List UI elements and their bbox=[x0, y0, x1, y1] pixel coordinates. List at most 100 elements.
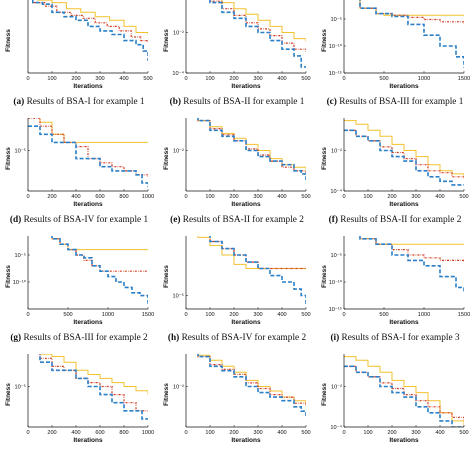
x-tick-label: 300 bbox=[411, 430, 420, 436]
chart-svg: 0 500 1000 1500 10⁻⁵ 10⁻¹⁰ Iterations Fitness bbox=[5, 236, 154, 326]
series-line-2 bbox=[32, 0, 148, 44]
x-tick-label: 1500 bbox=[458, 312, 470, 318]
series-line-1 bbox=[359, 0, 464, 68]
series-line-1 bbox=[197, 118, 306, 182]
x-tick-label: 100 bbox=[205, 312, 214, 318]
y-axis-label: Fitness bbox=[163, 147, 170, 170]
panel-caption: (a) Results of BSA-I for example 1 bbox=[0, 97, 158, 108]
x-tick-label: 200 bbox=[47, 194, 56, 200]
x-axis-label: Iterations bbox=[73, 201, 103, 208]
x-tick-label: 800 bbox=[119, 194, 128, 200]
chart-svg: 0 100 200 300 400 500 10⁻² 10⁻⁴ Iterations Fitnes… bbox=[321, 118, 469, 208]
x-tick-label: 0 bbox=[184, 312, 187, 318]
panel-letter: (h) bbox=[167, 333, 180, 343]
panel-caption: (c) Results of BSA-III for example 1 bbox=[316, 97, 474, 108]
series-line-3 bbox=[344, 120, 464, 177]
chart-panel: 0 100 200 300 400 500 10⁻² 10⁻⁴ Iterations Fitnes… bbox=[158, 0, 316, 118]
x-tick-label: 300 bbox=[253, 194, 262, 200]
x-axis-label: Iterations bbox=[231, 319, 261, 326]
panel-letter: (b) bbox=[169, 97, 181, 107]
x-tick-label: 100 bbox=[363, 430, 372, 436]
chart-svg: 0 100 200 300 400 500 Iterations Fitness bbox=[5, 0, 153, 90]
x-tick-label: 1000 bbox=[418, 312, 430, 318]
y-axis-label: Fitness bbox=[5, 29, 12, 52]
x-tick-label: 200 bbox=[387, 430, 396, 436]
x-tick-label: 400 bbox=[277, 76, 286, 82]
x-tick-label: 800 bbox=[119, 430, 128, 436]
x-tick-label: 500 bbox=[459, 194, 468, 200]
x-tick-label: 200 bbox=[387, 194, 396, 200]
x-axis-label: Iterations bbox=[389, 83, 419, 90]
y-tick-label: 10⁻⁵ bbox=[331, 16, 343, 23]
y-axis-label: Fitness bbox=[5, 147, 12, 170]
x-tick-label: 0 bbox=[342, 76, 345, 82]
panel-caption: (d) Results of BSA-IV for example 1 bbox=[0, 215, 158, 226]
y-tick-label: 10⁻¹⁰ bbox=[13, 279, 27, 286]
chart-panel: 0 100 200 300 400 500 Iterations Fitness (a) Res… bbox=[0, 0, 158, 118]
y-tick-label: 10⁻² bbox=[331, 385, 342, 391]
series-line-1 bbox=[209, 0, 306, 68]
chart-panel: 0 200 400 600 800 1000 10⁻⁵ Iterations Fitness (d… bbox=[0, 118, 158, 236]
caption-text: Results of BSA-I for example 1 bbox=[24, 97, 145, 107]
x-tick-label: 200 bbox=[229, 430, 238, 436]
y-axis-label: Fitness bbox=[163, 265, 170, 288]
y-axis-label: Fitness bbox=[321, 29, 328, 52]
series-line-1 bbox=[209, 236, 306, 305]
series-line-1 bbox=[344, 129, 464, 186]
panel-caption: (f) Results of BSA-II for example 2 bbox=[316, 215, 474, 226]
x-tick-label: 400 bbox=[71, 430, 80, 436]
series-line-1 bbox=[359, 236, 464, 293]
x-tick-label: 0 bbox=[342, 194, 345, 200]
x-tick-label: 300 bbox=[253, 430, 262, 436]
series-line-1 bbox=[197, 354, 306, 418]
series-line-3 bbox=[37, 0, 148, 35]
y-axis-label: Fitness bbox=[5, 265, 12, 288]
chart-panel: 0 100 200 300 400 500 10⁻² 10⁻⁴ Iterations Fitnes… bbox=[316, 118, 474, 236]
x-tick-label: 400 bbox=[435, 430, 444, 436]
series-line-1 bbox=[28, 125, 148, 188]
caption-text: Results of BSA-III for example 1 bbox=[336, 97, 464, 107]
chart-panel: 0 100 200 300 400 500 10⁻² 10⁻⁴ Iterations Fitnes… bbox=[316, 354, 474, 472]
chart-svg: 0 100 200 300 400 500 10⁻² Iterations Fitness bbox=[163, 118, 311, 208]
chart-svg: 0 100 200 300 400 500 10⁻² Iterations Fitness bbox=[163, 354, 311, 444]
y-tick-label: 10⁻⁵ bbox=[173, 293, 185, 300]
x-axis-label: Iterations bbox=[231, 437, 261, 444]
y-tick-label: 10⁻⁵ bbox=[15, 148, 27, 155]
x-axis-label: Iterations bbox=[73, 83, 103, 90]
panel-caption: (h) Results of BSA-IV for example 2 bbox=[158, 333, 316, 344]
panel-caption: (e) Results of BSA-II for example 2 bbox=[158, 215, 316, 226]
x-tick-label: 500 bbox=[301, 194, 310, 200]
panel-letter: (c) bbox=[326, 97, 337, 107]
panel-letter: (i) bbox=[330, 333, 340, 343]
y-axis-label: Fitness bbox=[163, 29, 170, 52]
x-axis-label: Iterations bbox=[73, 437, 103, 444]
x-tick-label: 0 bbox=[184, 76, 187, 82]
x-tick-label: 300 bbox=[253, 312, 262, 318]
series-line-3 bbox=[39, 354, 148, 395]
chart-svg: 0 100 200 300 400 500 10⁻² 10⁻⁴ Iterations Fitnes… bbox=[163, 0, 311, 90]
x-axis-label: Iterations bbox=[389, 201, 419, 208]
x-tick-label: 500 bbox=[143, 76, 152, 82]
series-line-3 bbox=[39, 118, 148, 143]
chart-panel: 0 200 400 600 800 1000 10⁻⁵ Iterations Fitness bbox=[0, 354, 158, 472]
x-tick-label: 300 bbox=[411, 194, 420, 200]
x-tick-label: 400 bbox=[119, 76, 128, 82]
y-tick-label: 10⁻⁴ bbox=[330, 424, 342, 431]
x-tick-label: 500 bbox=[379, 76, 388, 82]
x-tick-label: 1000 bbox=[142, 430, 154, 436]
panel-letter: (g) bbox=[10, 333, 22, 343]
chart-panel: 0 100 200 300 400 500 10⁻⁵ Iterations Fitness (h)… bbox=[158, 236, 316, 354]
x-tick-label: 100 bbox=[205, 76, 214, 82]
x-tick-label: 0 bbox=[342, 312, 345, 318]
x-tick-label: 100 bbox=[205, 194, 214, 200]
chart-svg: 0 100 200 300 400 500 10⁻⁵ Iterations Fitness bbox=[163, 236, 311, 326]
chart-panel: 0 100 200 300 400 500 10⁻² Iterations Fitness (e)… bbox=[158, 118, 316, 236]
y-tick-label: 10⁻² bbox=[173, 385, 184, 391]
panel-caption: (i) Results of BSA-I for example 3 bbox=[316, 333, 474, 344]
chart-svg: 0 100 200 300 400 500 10⁻² 10⁻⁴ Iterations Fitnes… bbox=[321, 354, 469, 444]
y-axis-label: Fitness bbox=[163, 383, 170, 406]
y-tick-label: 10⁻⁵ bbox=[15, 384, 27, 391]
x-axis-label: Iterations bbox=[389, 319, 419, 326]
x-tick-label: 500 bbox=[63, 312, 72, 318]
